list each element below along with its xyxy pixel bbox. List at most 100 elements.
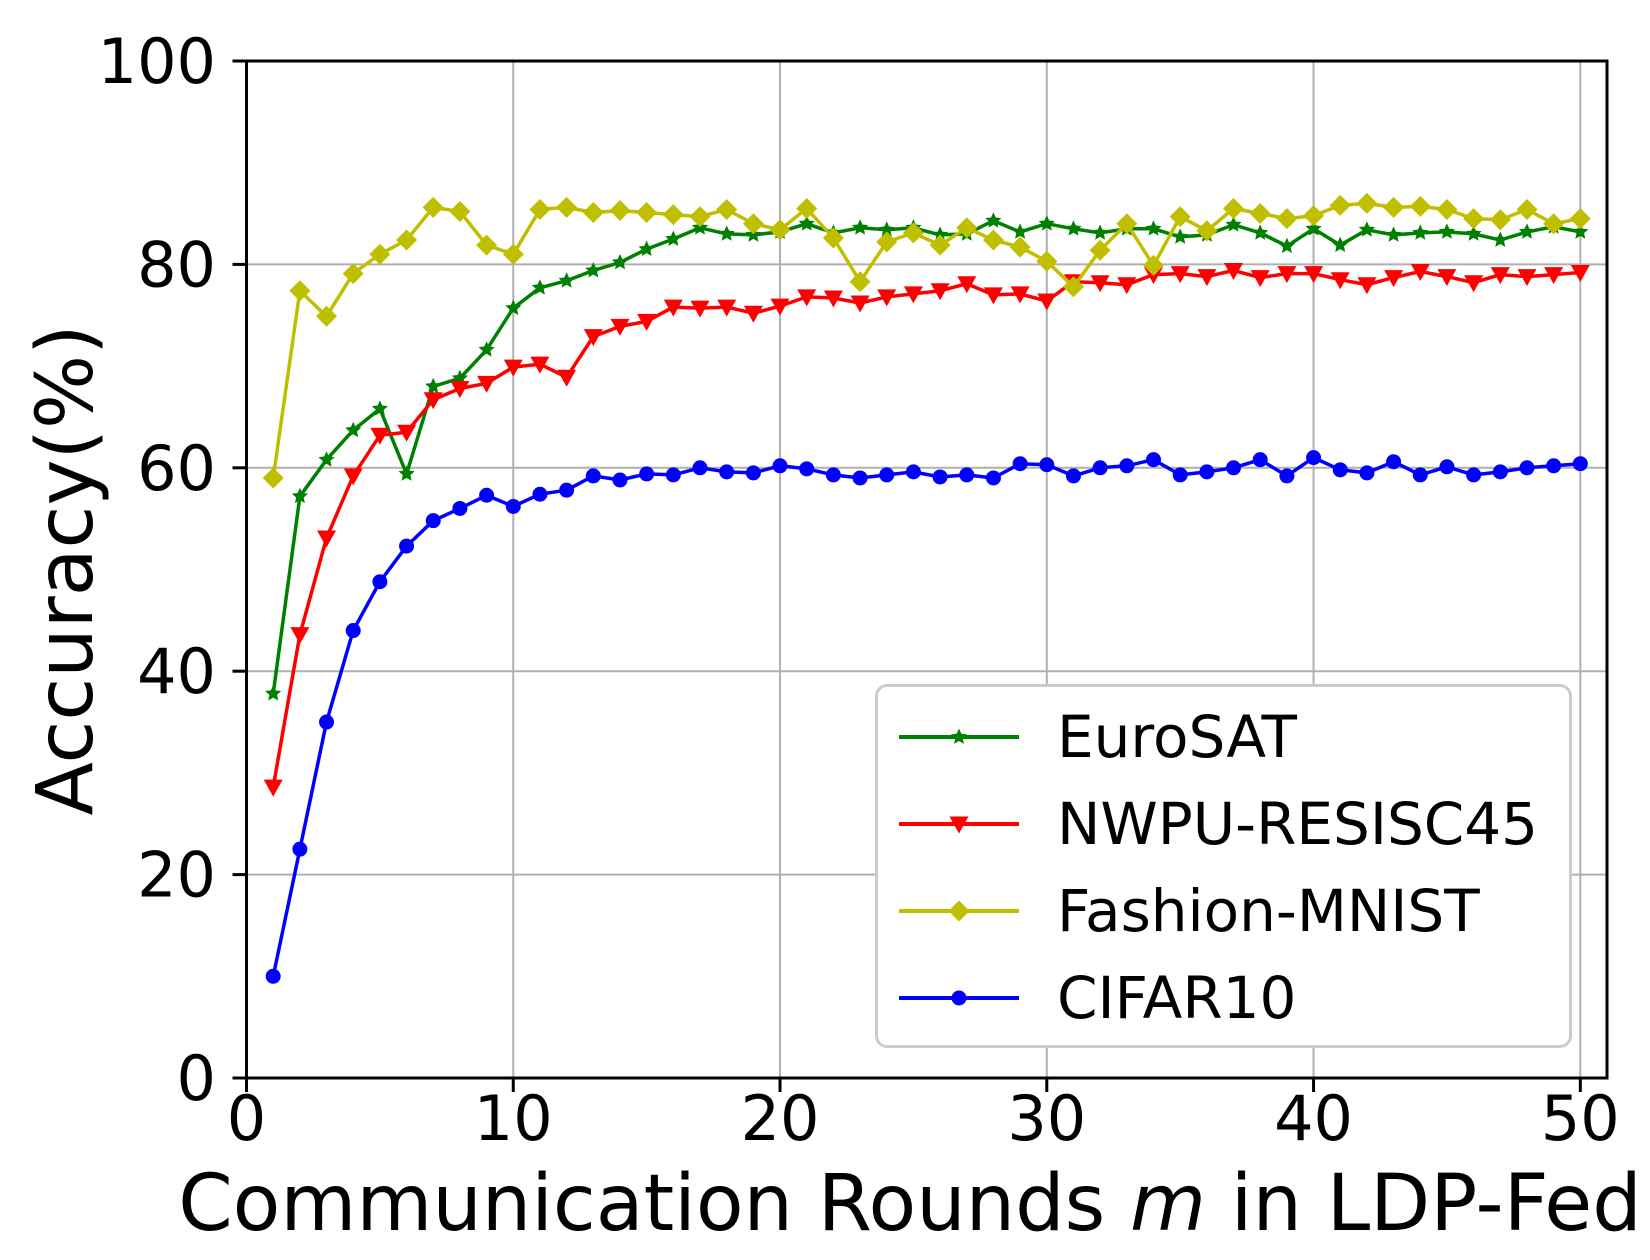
x-tick-label-10: 10: [474, 1082, 553, 1155]
legend-line-sample-cifar10: [899, 990, 1019, 1005]
legend-line-sample-eurosat: [899, 728, 1019, 744]
data-point: [1010, 286, 1030, 304]
x-axis-title-text: Communication Rounds: [178, 1159, 1131, 1249]
data-point: [932, 469, 948, 485]
legend-label-fashion-mnist: Fashion-MNIST: [1057, 876, 1480, 945]
y-tick-label-0: 0: [177, 1042, 216, 1115]
data-point: [1490, 267, 1510, 285]
data-point: [825, 467, 841, 483]
data-point: [1143, 254, 1164, 276]
data-point: [1543, 213, 1565, 235]
data-point: [1170, 266, 1190, 284]
legend-label-cifar10: CIFAR10: [1057, 963, 1297, 1032]
y-tick-label-20: 20: [137, 839, 216, 912]
data-point: [662, 204, 684, 226]
data-point: [985, 212, 1002, 228]
data-point: [1119, 458, 1135, 474]
data-point: [1065, 220, 1082, 236]
data-point: [1277, 266, 1297, 284]
data-point: [317, 530, 336, 548]
data-point: [585, 262, 602, 278]
data-point: [398, 465, 415, 481]
data-point: [822, 227, 844, 249]
x-tick-label-50: 50: [1541, 1082, 1620, 1155]
data-point: [1516, 199, 1538, 220]
series-eurosat: [265, 212, 1589, 701]
data-point: [396, 229, 418, 251]
data-point: [1437, 269, 1457, 287]
data-point: [1383, 196, 1405, 218]
data-point: [1223, 198, 1244, 219]
diamond-icon: [948, 900, 970, 921]
legend-item-fashion-mnist: Fashion-MNIST: [878, 867, 1569, 954]
data-point: [479, 487, 495, 503]
data-point: [1038, 215, 1055, 231]
data-point: [745, 465, 761, 481]
data-point: [959, 467, 975, 483]
data-point: [1332, 236, 1349, 252]
data-point: [1492, 464, 1508, 480]
data-point: [583, 329, 603, 347]
data-point: [932, 226, 949, 242]
data-point: [397, 424, 417, 442]
legend-item-cifar10: CIFAR10: [878, 954, 1569, 1041]
data-point: [1570, 265, 1590, 282]
data-point: [265, 685, 282, 701]
data-point: [1065, 468, 1081, 484]
data-point: [292, 841, 308, 857]
series-fashion-mnist: [262, 192, 1591, 489]
data-point: [1412, 467, 1428, 483]
data-point: [611, 253, 629, 270]
data-point: [690, 300, 710, 318]
data-point: [1009, 236, 1031, 258]
tick-labels: 0 10 20 30 40 50 0 20 40 60 80 100: [98, 25, 1620, 1155]
data-point: [1276, 208, 1298, 230]
series-cifar10: [265, 450, 1588, 984]
data-point: [1464, 275, 1484, 293]
data-point: [318, 451, 335, 467]
legend-line-sample-nwpu: [899, 816, 1019, 833]
data-point: [505, 299, 522, 315]
data-point: [370, 427, 390, 445]
x-tick-label-30: 30: [1007, 1082, 1086, 1155]
legend-line-sample-fashion-mnist: [899, 900, 1019, 921]
data-point: [452, 500, 468, 516]
data-point: [1329, 194, 1351, 216]
data-point: [665, 230, 682, 246]
data-point: [319, 714, 335, 730]
data-point: [639, 466, 655, 482]
data-point: [1330, 272, 1350, 290]
data-point: [1145, 220, 1162, 236]
axes: [232, 59, 1609, 1092]
circle-icon: [951, 990, 967, 1005]
data-point: [1386, 454, 1402, 470]
data-point: [798, 215, 815, 231]
data-point: [1224, 263, 1243, 280]
data-point: [1466, 467, 1482, 483]
data-point: [609, 200, 631, 221]
data-point: [769, 219, 791, 241]
data-point: [1278, 237, 1295, 253]
data-point: [1226, 460, 1242, 476]
x-axis-title-variable: m: [1130, 1159, 1207, 1249]
data-point: [532, 486, 548, 502]
data-point: [1356, 192, 1378, 214]
legend-label-nwpu-resisc45: NWPU-RESISC45: [1057, 789, 1539, 858]
data-point: [1306, 450, 1322, 466]
data-point: [1412, 224, 1429, 240]
data-point: [1089, 239, 1111, 261]
data-point: [638, 240, 655, 256]
data-point: [742, 213, 764, 235]
data-point: [718, 225, 735, 241]
data-point: [852, 470, 868, 486]
data-point: [1169, 206, 1191, 228]
data-point: [345, 623, 361, 639]
data-point: [556, 196, 578, 218]
data-point: [930, 283, 950, 301]
data-point: [502, 243, 524, 265]
data-point: [1519, 460, 1535, 476]
data-point: [1039, 457, 1055, 473]
data-point: [1438, 223, 1455, 239]
data-point: [425, 377, 442, 394]
y-axis-title: Accuracy(%): [21, 324, 111, 816]
